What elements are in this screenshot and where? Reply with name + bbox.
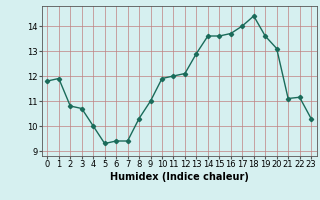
X-axis label: Humidex (Indice chaleur): Humidex (Indice chaleur) [110,172,249,182]
